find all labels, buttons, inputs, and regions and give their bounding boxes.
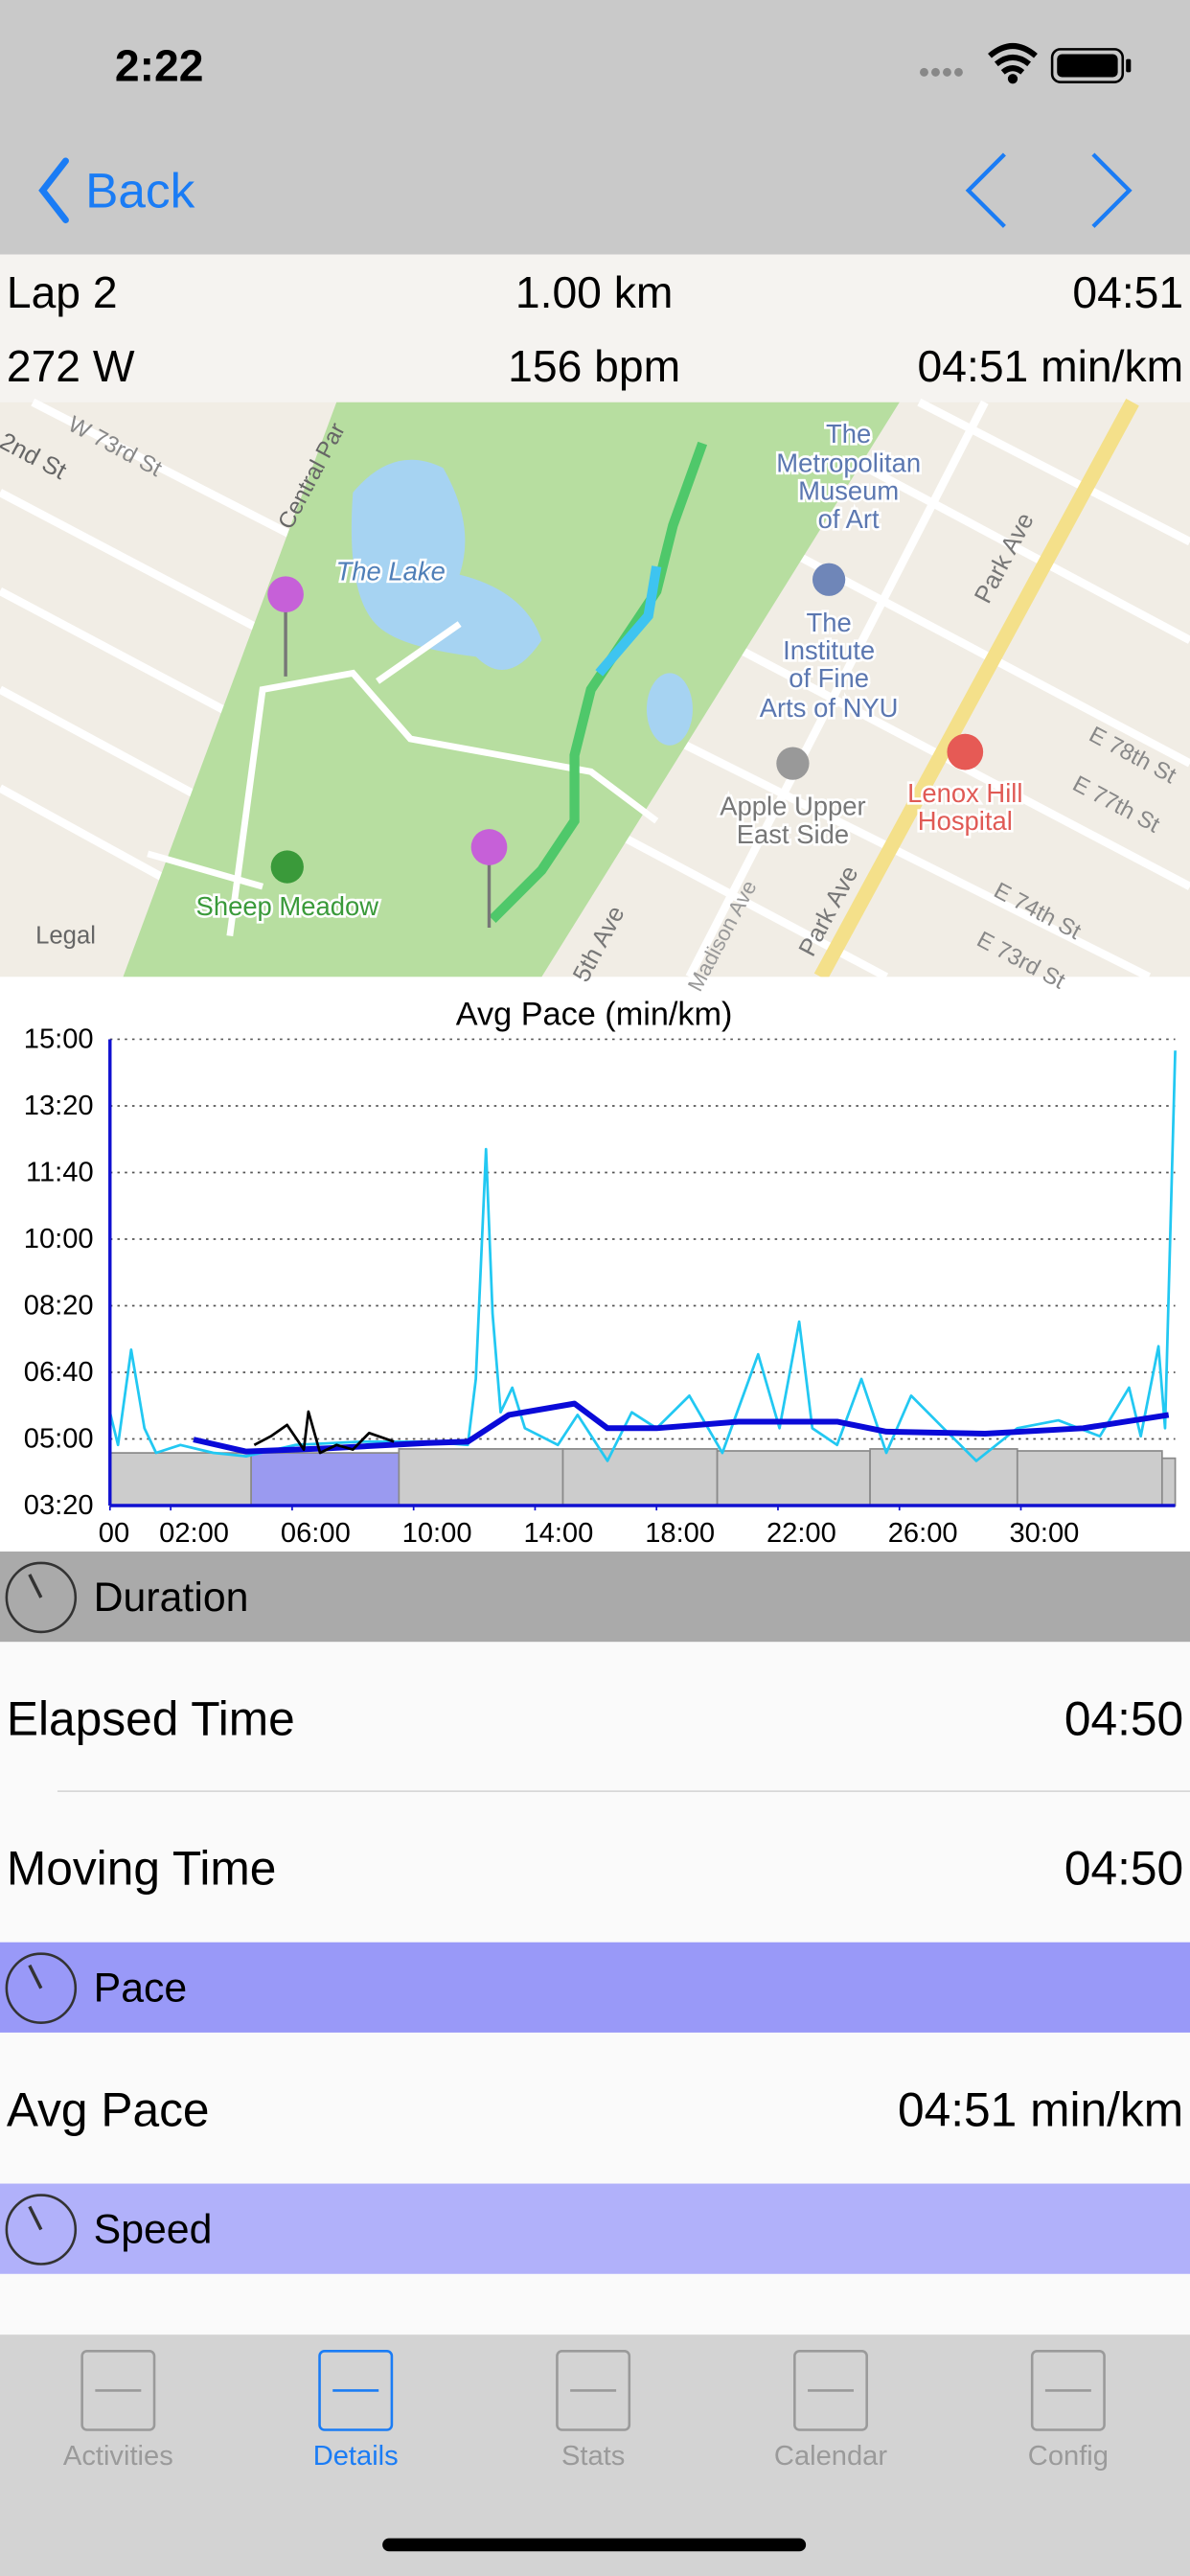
map-label: The Lake: [336, 557, 446, 586]
map: [0, 398, 1190, 981]
map-label: of Art: [818, 504, 880, 534]
map-label: Lenox Hill: [907, 778, 1022, 808]
map-label: Arts of NYU: [760, 693, 899, 723]
lap-bar: [398, 1448, 564, 1506]
row-label: Moving Time: [7, 1842, 277, 1896]
lap-name: Lap 2: [7, 267, 118, 317]
map-label: Institute: [783, 635, 875, 665]
x-tick-label: 06:00: [281, 1518, 351, 1549]
pace-line: [108, 1050, 1177, 1462]
status-time: 2:22: [115, 41, 204, 91]
y-tick-label: 03:20: [24, 1490, 94, 1521]
lap-bar: [1160, 1457, 1177, 1506]
x-tick-label: 14:00: [523, 1518, 593, 1549]
map-label: The: [807, 608, 852, 637]
map-label: Hospital: [918, 806, 1013, 836]
x-tick-label: 18:00: [645, 1518, 715, 1549]
section-icon: [5, 2194, 78, 2266]
lap-bar: [561, 1448, 719, 1506]
section-title: Duration: [94, 1575, 249, 1621]
lap-power: 272 W: [7, 341, 135, 391]
lap-distance: 1.00 km: [515, 267, 674, 317]
section-icon: [5, 1561, 78, 1634]
tab-label[interactable]: Activities: [63, 2441, 173, 2472]
row-value: 04:50: [1064, 1842, 1183, 1896]
lap-header: [0, 254, 1190, 402]
tab-label[interactable]: Calendar: [774, 2441, 887, 2472]
section-header: [0, 2183, 1190, 2274]
back-chevron[interactable]: [38, 157, 69, 223]
lap-bar: [869, 1448, 1018, 1506]
previous-lap[interactable]: [965, 152, 1006, 228]
x-tick-label: 26:00: [888, 1518, 958, 1549]
y-tick-label: 08:20: [24, 1290, 94, 1321]
status-icons: [920, 42, 1132, 84]
section-icon-hand: [28, 1964, 43, 1990]
lap-duration: 04:51: [1072, 267, 1183, 317]
map-label: The: [826, 419, 871, 448]
y-tick-label: 15:00: [24, 1024, 94, 1054]
map-label: Sheep Meadow: [196, 891, 379, 921]
tab-icon[interactable]: [793, 2350, 868, 2431]
tab-bar: [0, 2334, 1190, 2576]
y-tick-label: 06:40: [24, 1357, 94, 1388]
row-label: Elapsed Time: [7, 1692, 295, 1746]
home-indicator: [382, 2538, 807, 2552]
y-tick-label: 05:00: [24, 1423, 94, 1454]
tab-label[interactable]: Config: [1028, 2441, 1109, 2472]
chart-title: Avg Pace (min/km): [456, 997, 733, 1033]
lap-bar: [108, 1452, 252, 1506]
pace-line: [193, 1400, 1170, 1455]
tab-icon[interactable]: [556, 2350, 631, 2431]
tab-icon[interactable]: [318, 2350, 394, 2431]
y-tick-label: 10:00: [24, 1224, 94, 1254]
lap-bar: [716, 1450, 871, 1506]
section-icon: [5, 1952, 78, 2024]
y-tick-label: 13:20: [24, 1091, 94, 1121]
back-button: Back: [85, 163, 195, 218]
lap-heart-rate: 156 bpm: [508, 341, 680, 391]
map-label: East Side: [737, 819, 849, 849]
map-label: Apple Upper: [720, 792, 865, 821]
x-tick-label: 22:00: [767, 1518, 836, 1549]
map-label: of Fine: [789, 663, 869, 693]
lap-pace: 04:51 min/km: [918, 341, 1184, 391]
lap-bar: [1016, 1450, 1163, 1506]
section-title: Pace: [94, 1966, 188, 2012]
x-tick-label: 02:00: [159, 1518, 229, 1549]
tab-icon[interactable]: [80, 2350, 156, 2431]
pace-line: [253, 1410, 395, 1455]
map-label: Museum: [798, 476, 899, 506]
x-tick-label: 10:00: [402, 1518, 472, 1549]
y-tick-label: 11:40: [26, 1157, 94, 1187]
row-value: 04:51 min/km: [898, 2082, 1183, 2136]
map-label: Legal: [35, 923, 96, 950]
map-label: Metropolitan: [776, 448, 921, 478]
section-header: [0, 1942, 1190, 2033]
section-header: [0, 1551, 1190, 1643]
section-icon-hand: [28, 1574, 43, 1598]
tab-label[interactable]: Details: [313, 2441, 399, 2472]
row-label: Avg Pace: [7, 2082, 210, 2136]
x-tick-label: 00: [99, 1518, 129, 1549]
section-title: Speed: [94, 2207, 213, 2253]
next-lap[interactable]: [1091, 152, 1133, 228]
tab-icon[interactable]: [1030, 2350, 1106, 2431]
section-icon-hand: [28, 2205, 43, 2231]
row-value: 04:50: [1064, 1692, 1183, 1746]
tab-label[interactable]: Stats: [561, 2441, 625, 2472]
lap-bar: [250, 1452, 400, 1506]
x-tick-label: 30:00: [1009, 1518, 1079, 1549]
